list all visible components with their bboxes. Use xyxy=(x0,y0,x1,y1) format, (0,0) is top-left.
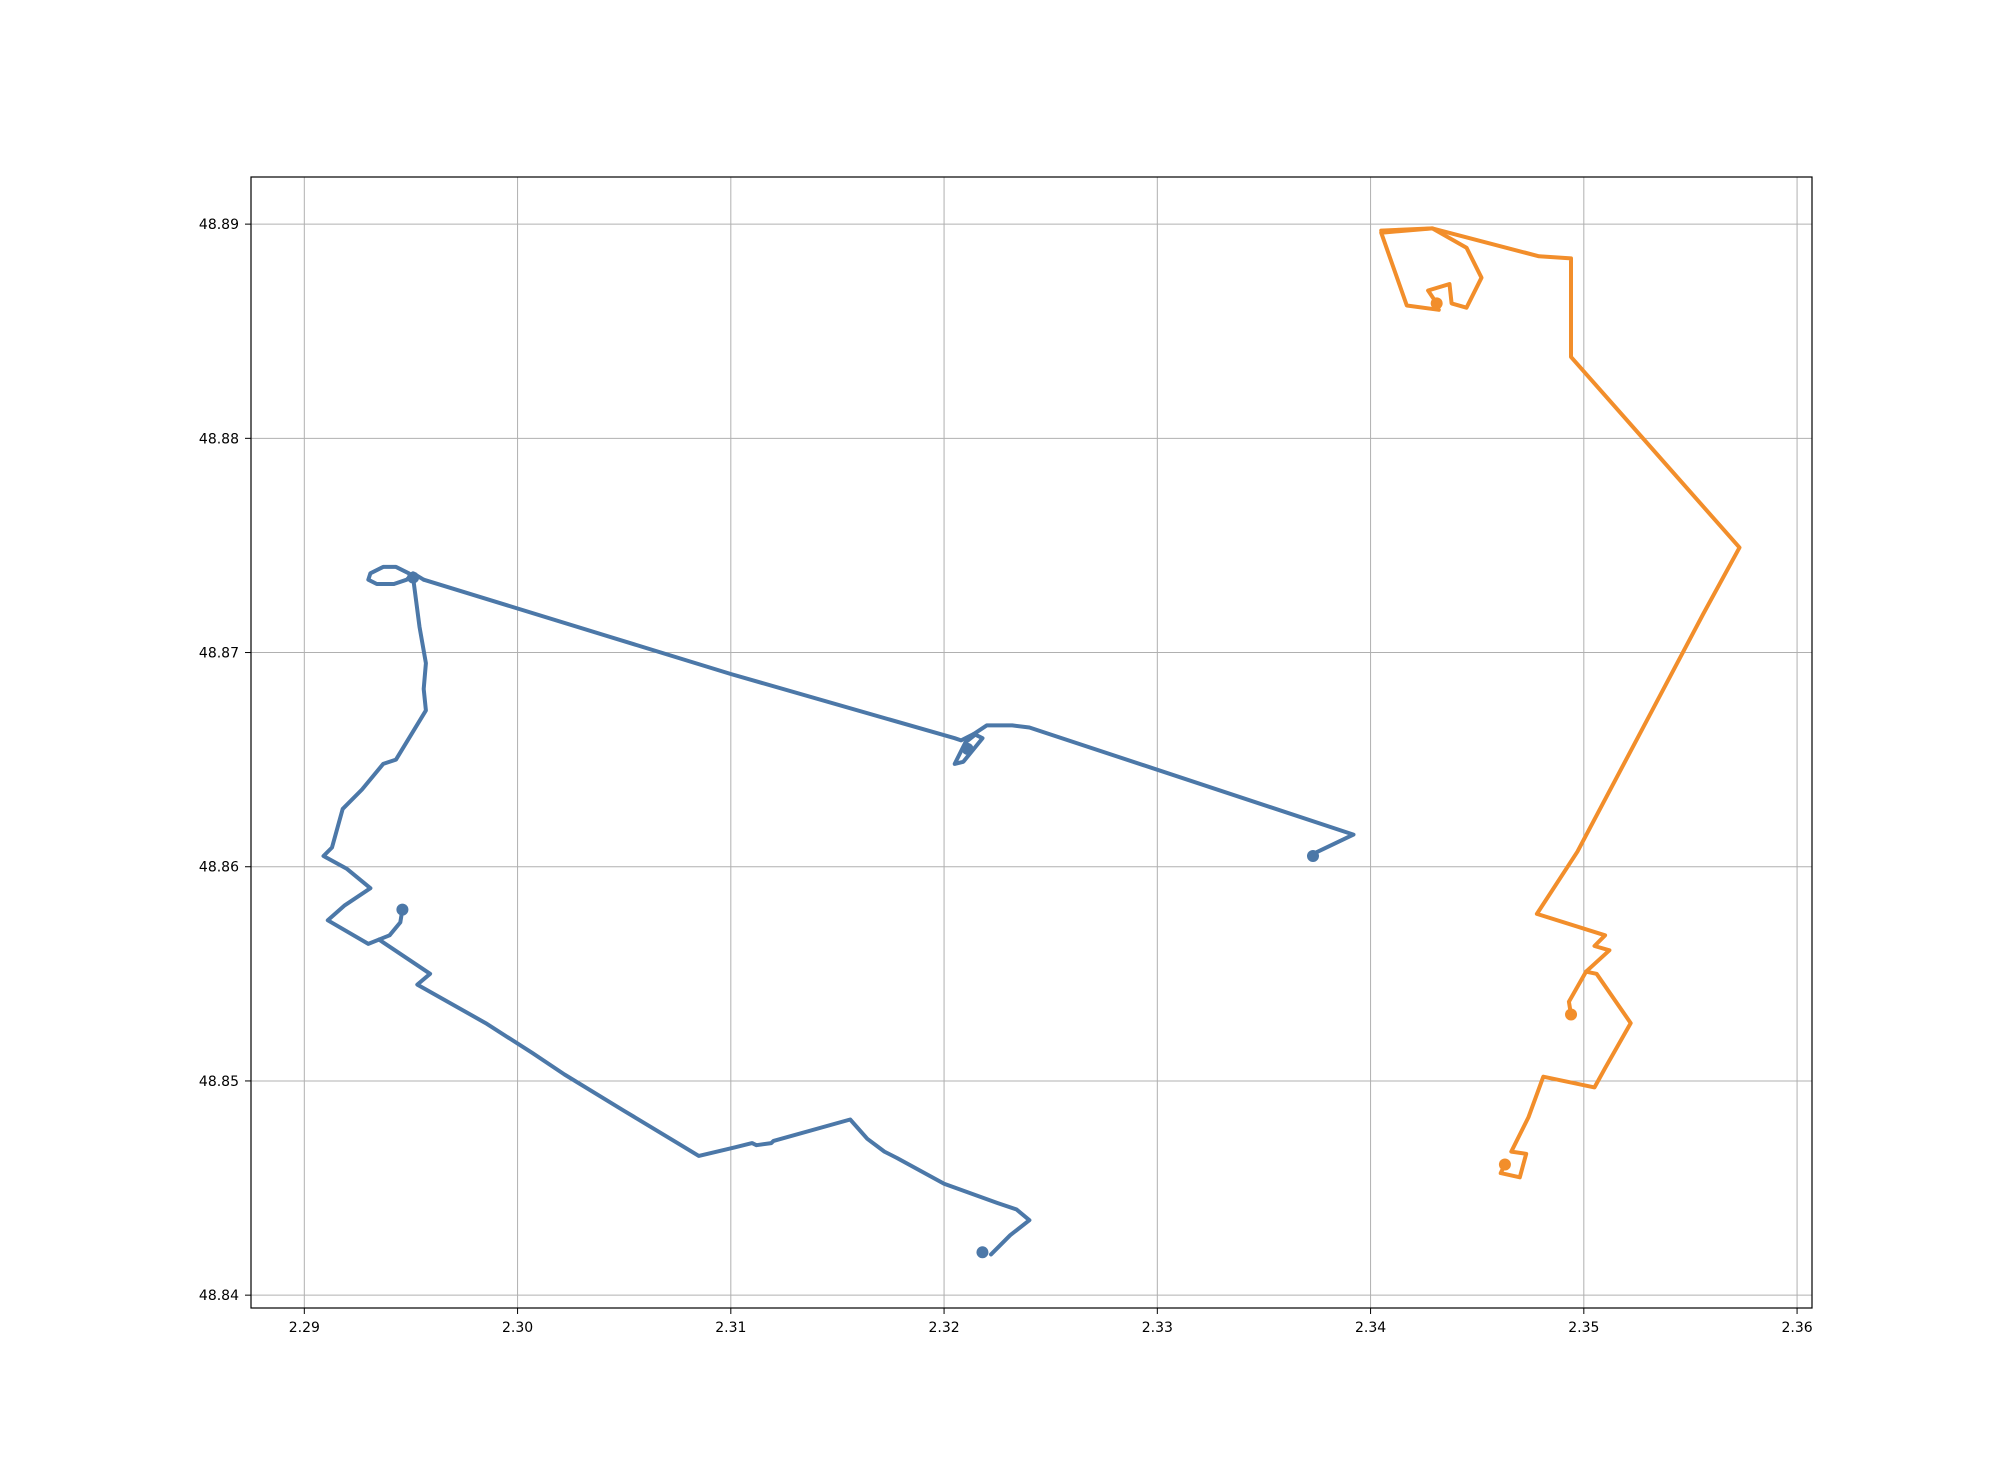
route-line xyxy=(421,577,1356,856)
x-tick-label: 2.29 xyxy=(289,1320,320,1336)
series-layer xyxy=(321,226,1742,1259)
x-tick-label: 2.31 xyxy=(715,1320,746,1336)
x-tick-label: 2.32 xyxy=(928,1320,959,1336)
stop-marker xyxy=(407,571,420,584)
stop-marker xyxy=(1498,1158,1511,1171)
route-line xyxy=(321,575,428,946)
stop-marker xyxy=(1306,850,1319,863)
route-line xyxy=(1379,226,1742,1017)
y-tick-label: 48.88 xyxy=(199,431,239,447)
x-tick-label: 2.36 xyxy=(1781,1320,1812,1336)
route-line xyxy=(377,937,1032,1257)
stop-marker xyxy=(396,903,409,916)
y-tick-label: 48.84 xyxy=(199,1288,239,1304)
stop-marker xyxy=(1430,297,1443,310)
route-line xyxy=(952,731,985,766)
route-line xyxy=(1498,969,1633,1180)
x-tick-label: 2.33 xyxy=(1142,1320,1173,1336)
grid xyxy=(251,177,1812,1308)
plot-frame xyxy=(250,176,1813,1309)
y-tick-label: 48.87 xyxy=(199,646,239,662)
x-tick-label: 2.34 xyxy=(1355,1320,1386,1336)
y-tick-label: 48.86 xyxy=(199,860,239,876)
x-tick-label: 2.30 xyxy=(502,1320,533,1336)
stop-marker xyxy=(961,742,974,755)
y-tick-label: 48.89 xyxy=(199,217,239,233)
route-series-1 xyxy=(321,564,1356,1259)
y-tick-label: 48.85 xyxy=(199,1074,239,1090)
route-line xyxy=(1379,226,1484,312)
ticks: 2.29 2.30 2.31 2.32 2.33 2.34 2.35 2.36 48.84 48.… xyxy=(199,217,1813,1336)
route-series-2 xyxy=(1379,226,1742,1180)
stop-marker xyxy=(976,1246,989,1259)
stop-marker xyxy=(1565,1008,1578,1021)
x-tick-label: 2.35 xyxy=(1568,1320,1599,1336)
